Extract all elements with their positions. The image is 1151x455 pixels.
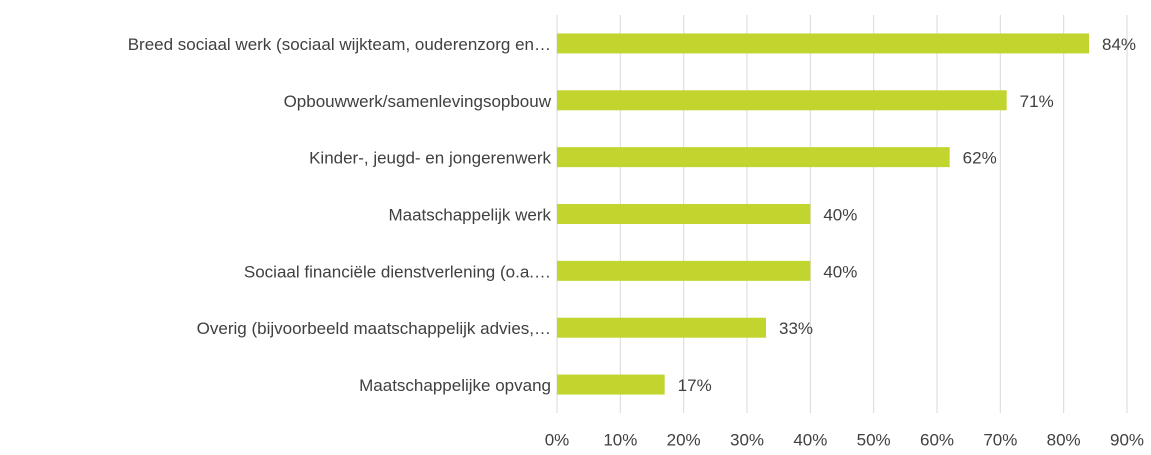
value-label: 40% [823, 262, 857, 281]
value-label: 40% [823, 205, 857, 224]
value-label: 17% [678, 376, 712, 395]
bar [557, 204, 811, 224]
y-tick-label: Overig (bijvoorbeeld maatschappelijk adv… [197, 319, 551, 338]
bar [557, 90, 1007, 111]
bar [557, 33, 1089, 54]
x-tick-label: 50% [857, 430, 891, 449]
y-tick-label: Kinder-, jeugd- en jongerenwerk [309, 149, 551, 168]
y-tick-label: Sociaal financiële dienstverlening (o.a.… [244, 262, 551, 281]
value-label: 62% [963, 149, 997, 168]
bar [557, 317, 766, 338]
bar [557, 374, 665, 395]
y-tick-label: Breed sociaal werk (sociaal wijkteam, ou… [128, 35, 551, 54]
x-tick-label: 40% [793, 430, 827, 449]
x-tick-label: 20% [667, 430, 701, 449]
x-tick-label: 30% [730, 430, 764, 449]
y-tick-label: Opbouwwerk/samenlevingsopbouw [284, 92, 552, 111]
x-tick-label: 60% [920, 430, 954, 449]
value-label: 33% [779, 319, 813, 338]
x-tick-label: 0% [545, 430, 570, 449]
value-label: 71% [1020, 92, 1054, 111]
y-tick-label: Maatschappelijke opvang [359, 376, 551, 395]
bar [557, 260, 811, 281]
x-tick-label: 90% [1110, 430, 1144, 449]
x-tick-label: 10% [603, 430, 637, 449]
y-tick-label: Maatschappelijk werk [388, 205, 551, 224]
value-label: 84% [1102, 35, 1136, 54]
bar [557, 147, 950, 168]
x-tick-label: 80% [1047, 430, 1081, 449]
x-tick-label: 70% [983, 430, 1017, 449]
